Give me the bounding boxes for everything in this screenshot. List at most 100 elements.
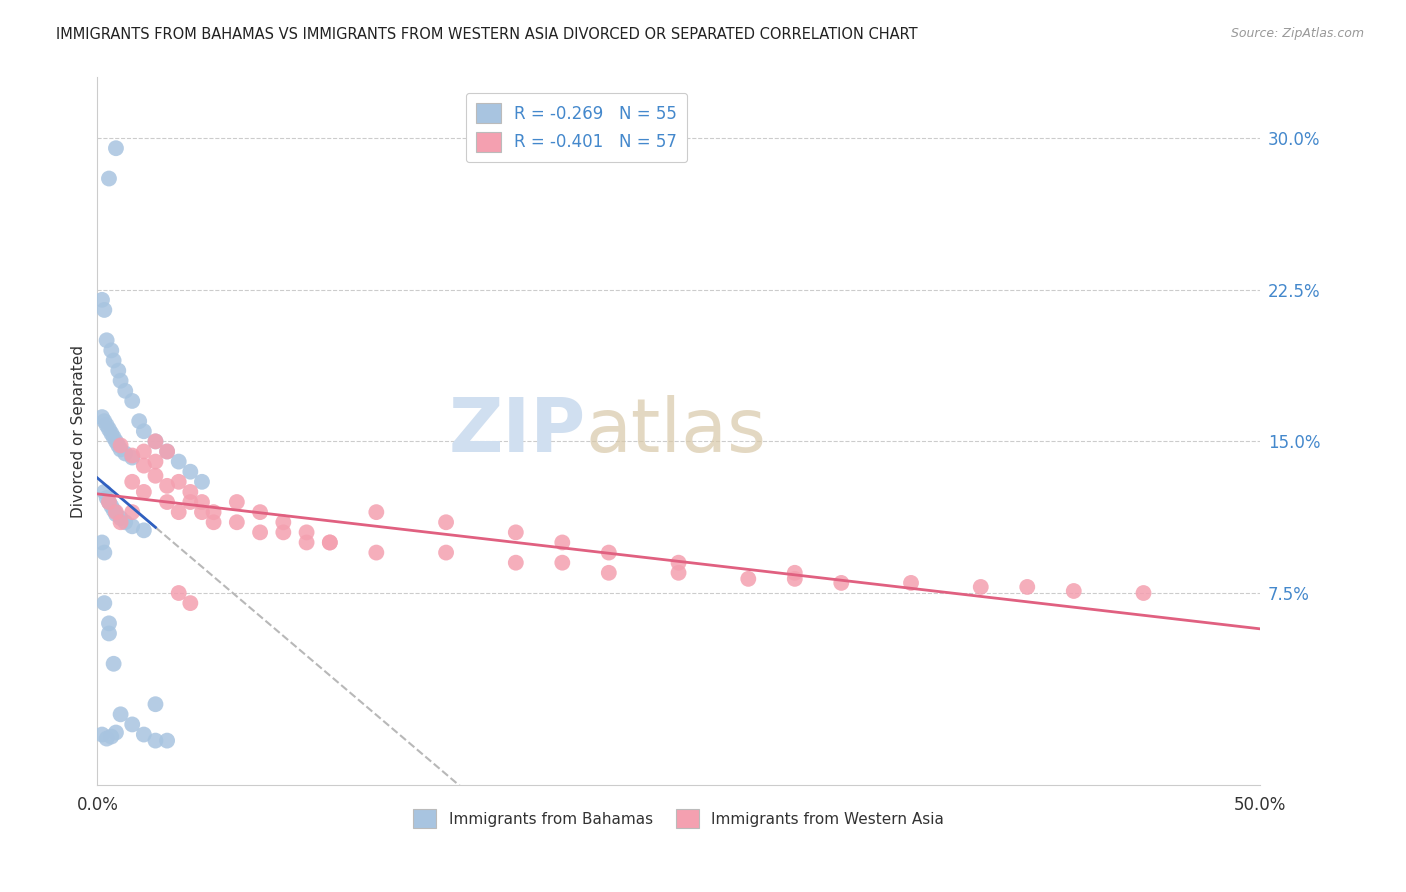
Point: [145, 434, 167, 449]
Point: [273, 515, 295, 529]
Point: [202, 505, 225, 519]
Point: [156, 733, 179, 747]
Point: [93, 414, 115, 428]
Point: [145, 697, 167, 711]
Point: [128, 414, 150, 428]
Point: [93, 596, 115, 610]
Point: [91, 410, 114, 425]
Point: [191, 505, 214, 519]
Point: [167, 454, 190, 468]
Point: [91, 727, 114, 741]
Point: [145, 733, 167, 747]
Point: [98, 616, 121, 631]
Point: [93, 302, 115, 317]
Point: [179, 465, 201, 479]
Point: [91, 293, 114, 307]
Text: Source: ZipAtlas.com: Source: ZipAtlas.com: [1230, 27, 1364, 40]
Point: [249, 505, 271, 519]
Point: [145, 434, 167, 449]
Point: [132, 424, 155, 438]
Point: [107, 438, 129, 452]
Point: [167, 505, 190, 519]
Point: [179, 596, 201, 610]
Point: [132, 727, 155, 741]
Point: [1132, 586, 1154, 600]
Point: [121, 475, 143, 489]
Point: [98, 171, 121, 186]
Point: [900, 575, 922, 590]
Point: [434, 545, 457, 559]
Point: [100, 343, 122, 358]
Point: [132, 458, 155, 473]
Point: [179, 495, 201, 509]
Point: [96, 491, 118, 505]
Point: [96, 333, 118, 347]
Point: [98, 495, 121, 509]
Text: IMMIGRANTS FROM BAHAMAS VS IMMIGRANTS FROM WESTERN ASIA DIVORCED OR SEPARATED CO: IMMIGRANTS FROM BAHAMAS VS IMMIGRANTS FR…: [56, 27, 918, 42]
Point: [970, 580, 993, 594]
Point: [434, 515, 457, 529]
Point: [830, 575, 852, 590]
Point: [121, 449, 143, 463]
Point: [551, 535, 574, 549]
Point: [156, 444, 179, 458]
Point: [319, 535, 342, 549]
Point: [319, 535, 342, 549]
Point: [167, 475, 190, 489]
Point: [295, 525, 318, 540]
Point: [156, 495, 179, 509]
Point: [783, 572, 806, 586]
Point: [121, 717, 143, 731]
Point: [104, 507, 127, 521]
Point: [366, 505, 388, 519]
Point: [110, 374, 132, 388]
Point: [145, 454, 167, 468]
Point: [1017, 580, 1039, 594]
Point: [98, 626, 121, 640]
Point: [114, 446, 136, 460]
Point: [156, 479, 179, 493]
Point: [98, 422, 121, 436]
Point: [132, 484, 155, 499]
Point: [1063, 584, 1085, 599]
Point: [121, 393, 143, 408]
Text: ZIP: ZIP: [449, 395, 585, 467]
Point: [737, 572, 759, 586]
Point: [295, 535, 318, 549]
Point: [551, 556, 574, 570]
Point: [93, 545, 115, 559]
Point: [104, 141, 127, 155]
Point: [191, 495, 214, 509]
Point: [121, 519, 143, 533]
Point: [505, 525, 527, 540]
Point: [167, 586, 190, 600]
Point: [114, 384, 136, 398]
Point: [110, 515, 132, 529]
Point: [191, 475, 214, 489]
Point: [110, 511, 132, 525]
Point: [100, 426, 122, 441]
Point: [225, 515, 247, 529]
Text: atlas: atlas: [585, 395, 766, 467]
Point: [96, 731, 118, 746]
Point: [96, 418, 118, 433]
Point: [103, 503, 125, 517]
Point: [103, 353, 125, 368]
Point: [145, 468, 167, 483]
Point: [98, 495, 121, 509]
Point: [104, 505, 127, 519]
Point: [179, 484, 201, 499]
Point: [668, 566, 690, 580]
Point: [249, 525, 271, 540]
Point: [156, 444, 179, 458]
Point: [107, 363, 129, 377]
Point: [104, 725, 127, 739]
Point: [505, 556, 527, 570]
Point: [110, 438, 132, 452]
Point: [668, 556, 690, 570]
Point: [132, 444, 155, 458]
Point: [366, 545, 388, 559]
Point: [114, 515, 136, 529]
Point: [598, 545, 620, 559]
Point: [121, 505, 143, 519]
